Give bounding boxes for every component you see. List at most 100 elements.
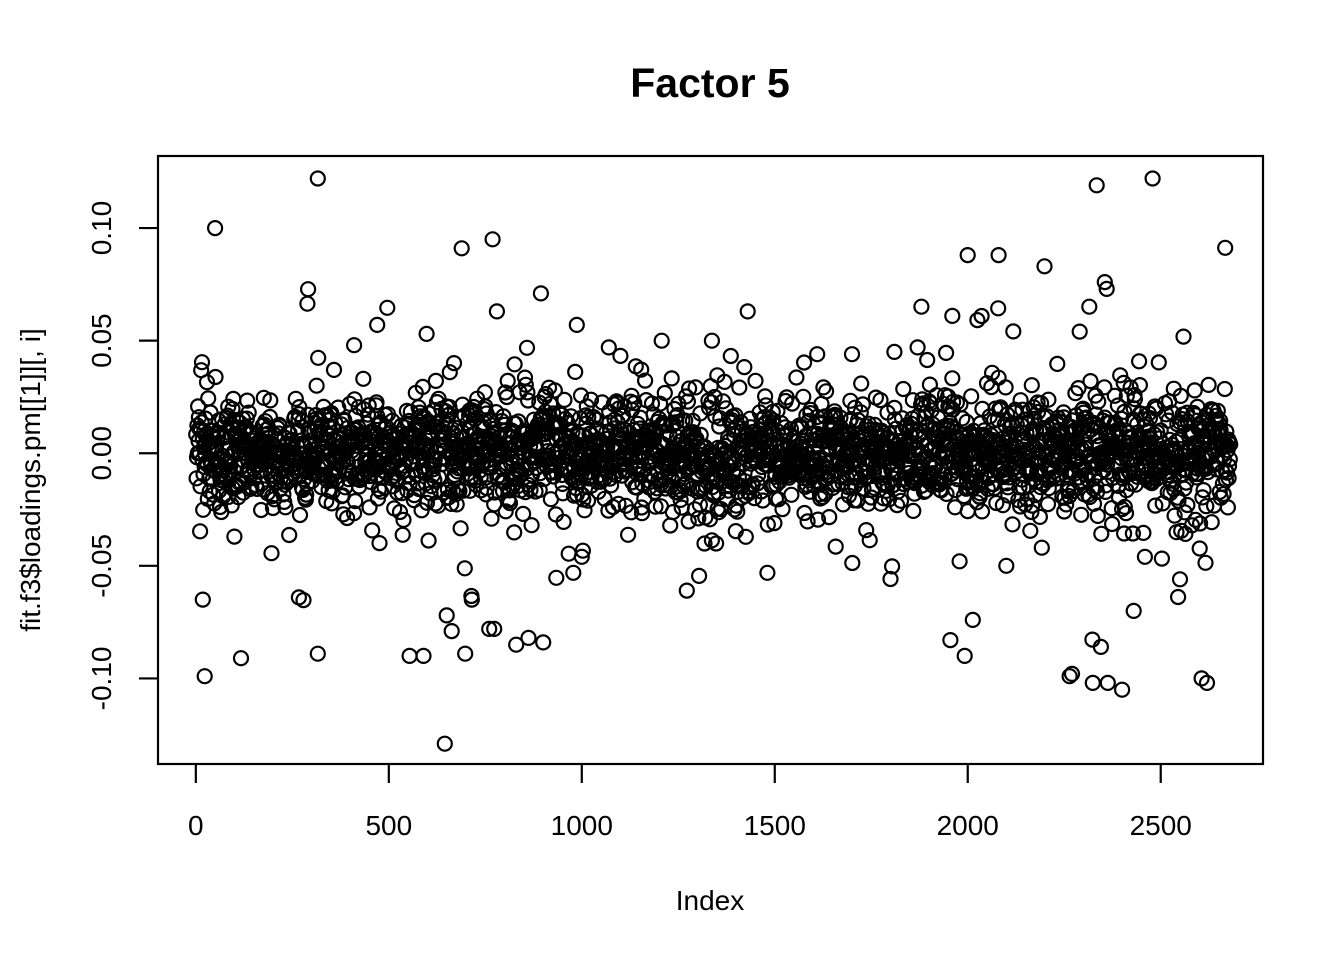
scatter-point (438, 607, 455, 624)
scatter-point (858, 521, 875, 539)
scatter-point (795, 388, 812, 405)
scatter-point (959, 247, 976, 264)
scatter-point (1176, 504, 1193, 521)
scatter-point (463, 591, 480, 608)
scatter-point (788, 369, 805, 386)
scatter-point (1081, 298, 1098, 315)
scatter-point (619, 526, 637, 543)
scatter-point (436, 735, 453, 752)
scatter-point (657, 417, 675, 434)
scatter-point (517, 376, 534, 393)
x-tick-label: 2000 (937, 810, 999, 841)
scatter-point (672, 491, 689, 508)
scatter-point (883, 558, 901, 575)
scatter-point (1124, 525, 1142, 542)
scatter-point (664, 503, 682, 521)
scatter-point (483, 510, 500, 527)
scatter-point (710, 504, 727, 521)
scatter-point (782, 421, 800, 438)
scatter-point (872, 392, 889, 409)
scatter-point (1131, 377, 1149, 394)
scatter-point (1118, 387, 1135, 404)
scatter-point (1093, 525, 1110, 542)
y-tick-label: 0.05 (86, 313, 117, 368)
x-axis-label: Index (676, 885, 745, 916)
scatter-point (1186, 382, 1203, 399)
scatter-point (361, 499, 378, 516)
scatter-point (546, 382, 563, 399)
scatter-point (1171, 571, 1189, 588)
scatter-point (909, 339, 926, 356)
x-tick-label: 1000 (551, 810, 613, 841)
scatter-point (971, 485, 989, 502)
scatter-point (955, 488, 973, 505)
scatter-point (1098, 280, 1115, 297)
scatter-point (347, 493, 364, 510)
scatter-point (1092, 638, 1110, 656)
scatter-point (643, 395, 661, 412)
scatter-point (1031, 508, 1049, 526)
scatter-point (1063, 665, 1081, 683)
scatter-point (1088, 177, 1105, 194)
scatter-point (277, 499, 294, 516)
scatter-point (626, 395, 643, 412)
scatter-point (287, 390, 304, 407)
y-axis-label: fit.f3$loadings.pm[[1]][, i] (15, 328, 46, 632)
scatter-point (395, 511, 412, 529)
scatter-point (1117, 505, 1135, 522)
scatter-point (516, 369, 534, 386)
scatter-point (653, 332, 670, 349)
scatter-point (1113, 501, 1131, 518)
scatter-point (999, 479, 1017, 496)
scatter-point (290, 422, 307, 439)
scatter-point (766, 514, 783, 532)
scatter-point (1036, 258, 1053, 275)
scatter-point (1172, 387, 1189, 404)
scatter-point (680, 380, 698, 397)
scatter-point (1024, 497, 1041, 514)
x-axis-ticks: 0 500 1000 1500 2000 2500 (188, 764, 1192, 841)
scatter-point (579, 492, 597, 509)
scatter-point (1096, 274, 1113, 291)
scatter-point (577, 407, 595, 424)
scatter-point (308, 377, 325, 394)
x-tick-label: 2500 (1130, 810, 1192, 841)
scatter-point (222, 458, 239, 475)
y-tick-label: 0.10 (86, 201, 117, 256)
scatter-point (532, 285, 550, 302)
scatter-point (1079, 417, 1096, 434)
scatter-point (832, 409, 849, 426)
scatter-point (196, 668, 213, 685)
scatter-point (198, 374, 216, 391)
scatter-point (418, 494, 436, 511)
scatter-point (737, 528, 754, 545)
scatter-point (886, 343, 903, 360)
scatter-point (951, 553, 968, 570)
scatter-point (190, 398, 207, 415)
scatter-point (506, 356, 523, 373)
chart-title: Factor 5 (630, 60, 790, 106)
scatter-point (1112, 367, 1129, 384)
scatter-point (1039, 496, 1057, 513)
scatter-point (193, 354, 211, 371)
scatter-point (1090, 393, 1107, 410)
scatter-point (814, 488, 831, 506)
scatter-point (754, 492, 771, 509)
scatter-point (1191, 515, 1209, 532)
scatter-point (1084, 674, 1101, 692)
scatter-point (1187, 511, 1204, 528)
scatter-point (1071, 323, 1088, 340)
scatter-point (200, 390, 217, 407)
scatter-point (253, 501, 270, 519)
scatter-point (1144, 170, 1161, 187)
scatter-point (817, 383, 835, 400)
scatter-point (465, 398, 482, 416)
scatter-point (520, 629, 537, 647)
y-tick-label: 0.00 (86, 426, 117, 481)
scatter-point (843, 346, 861, 363)
scatter-point (391, 503, 409, 521)
scatter-point (239, 392, 256, 409)
scatter-point (281, 425, 298, 442)
scatter-point (535, 634, 552, 651)
scatter-point (478, 486, 495, 503)
